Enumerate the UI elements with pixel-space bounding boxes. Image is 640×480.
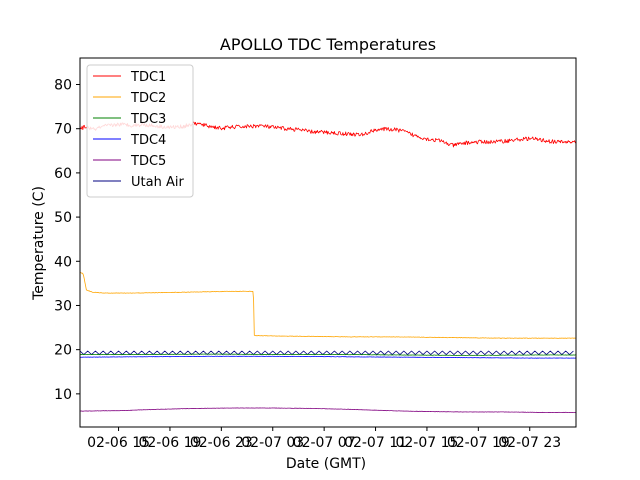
legend-label-utah-air: Utah Air <box>131 175 184 190</box>
legend-label-tdc2: TDC2 <box>130 91 166 106</box>
y-tick-label: 10 <box>54 387 72 403</box>
series-layer <box>79 121 577 413</box>
x-tick-label: 02-06 15 <box>87 435 150 451</box>
x-tick-label: 02-07 19 <box>447 435 510 451</box>
series-tdc4-line <box>79 355 577 359</box>
x-tick-label: 02-07 15 <box>395 435 458 451</box>
y-tick-label: 50 <box>54 210 72 226</box>
x-tick-label: 02-07 11 <box>344 435 407 451</box>
legend-label-tdc1: TDC1 <box>130 70 166 85</box>
x-tick-label: 02-07 07 <box>293 435 356 451</box>
legend-label-tdc4: TDC4 <box>130 133 166 148</box>
x-axis-title: Date (GMT) <box>286 456 366 472</box>
x-tick-label: 02-07 23 <box>498 435 561 451</box>
legend-label-tdc5: TDC5 <box>130 154 166 169</box>
y-axis: 10 20 30 40 50 60 70 80 <box>54 78 80 403</box>
y-tick-label: 40 <box>54 254 72 270</box>
y-tick-label: 30 <box>54 298 72 314</box>
legend: TDC1 TDC2 TDC3 TDC4 TDC5 Utah Air <box>86 64 194 198</box>
series-tdc3-line <box>79 353 577 356</box>
y-tick-label: 60 <box>54 166 72 182</box>
series-utah-air-line <box>79 350 574 355</box>
y-tick-label: 80 <box>54 78 72 94</box>
y-tick-label: 70 <box>54 122 72 138</box>
y-axis-title: Temperature (C) <box>31 186 47 301</box>
x-tick-label: 02-06 23 <box>190 435 253 451</box>
y-tick-label: 20 <box>54 343 72 359</box>
legend-box <box>86 64 194 198</box>
series-tdc5-line <box>79 407 577 413</box>
x-tick-label: 02-07 03 <box>241 435 304 451</box>
legend-label-tdc3: TDC3 <box>130 112 166 127</box>
chart-title: APOLLO TDC Temperatures <box>220 35 436 54</box>
x-tick-label: 02-06 19 <box>138 435 201 451</box>
series-tdc2-line <box>79 272 577 339</box>
plot-frame <box>79 57 577 428</box>
